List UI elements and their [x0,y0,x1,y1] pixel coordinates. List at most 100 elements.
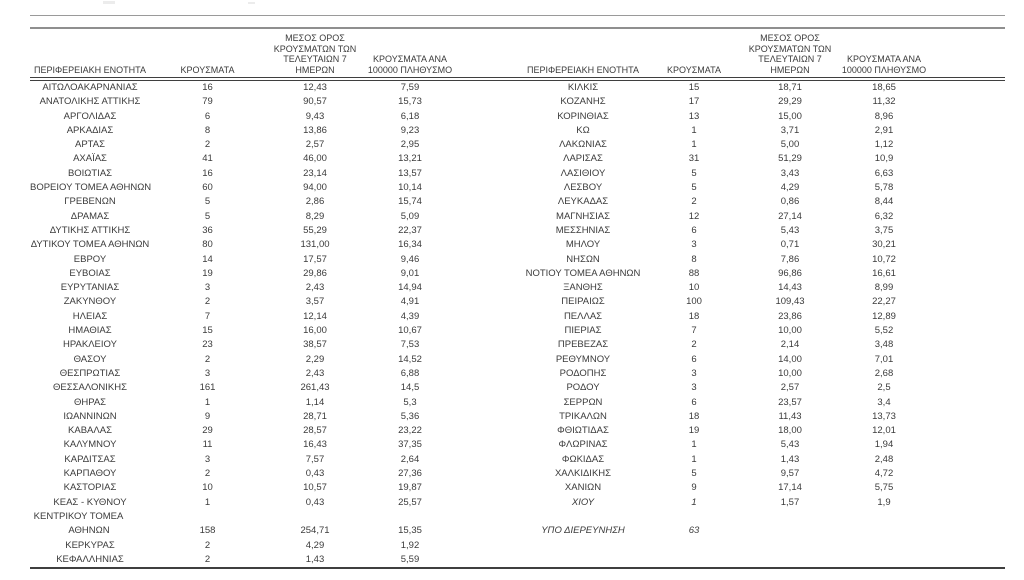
table-row: ΑΝΑΤΟΛΙΚΗΣ ΑΤΤΙΚΗΣ 79 90,57 15,73 ΚΟΖΑΝΗΣ 17 2… [30,95,1005,109]
column-gap [455,295,518,309]
region-cell: ΕΥΡΥΤΑΝΙΑΣ [60,282,120,294]
right-margin [928,167,1005,181]
region-cell: ΗΜΑΘΙΑΣ [68,325,112,337]
region-cell: ΛΑΚΩΝΙΑΣ [559,139,607,151]
cases-cell: 17 [688,96,700,108]
region-cell: ΑΝΑΤΟΛΙΚΗΣ ΑΤΤΙΚΗΣ [39,96,141,108]
cases-cell: 29 [202,425,213,437]
avg7-cell: 0,86 [780,196,800,208]
cases-cell [648,510,740,524]
table-row: ΕΥΒΟΙΑΣ 19 29,86 9,01 ΝΟΤΙΟΥ ΤΟΜΕΑ ΑΘΗΝΩΝ 88 9… [30,267,1005,281]
right-margin [928,110,1005,124]
cases-cell: 5 [691,468,697,480]
column-gap [455,124,518,138]
cases-cell: 1 [691,453,697,465]
per100k-cell: 30,21 [872,239,896,251]
avg7-cell: 17,57 [303,253,327,265]
cases-cell: 12 [688,210,700,222]
region-cell: ΔΡΑΜΑΣ [70,210,110,222]
per100k-cell: 13,57 [398,167,422,179]
region-cell: ΚΕΑΣ - ΚΥΘΝΟΥ [53,496,127,508]
top-rule-1 [30,15,1005,16]
avg7-cell: 51,29 [778,153,802,165]
table-row: ΖΑΚΥΝΘΟΥ 2 3,57 4,91 ΠΕΙΡΑΙΩΣ 100 109,43 22,27 [30,295,1005,309]
cases-cell: 3 [204,282,211,294]
region-cell: ΘΕΣΣΑΛΟΝΙΚΗΣ [53,382,127,394]
column-gap [455,453,518,467]
table-row: ΙΩΑΝΝΙΝΩΝ 9 28,71 5,36 ΤΡΙΚΑΛΩΝ 18 11,43 13,73 [30,410,1005,424]
cropped-text-artifact [103,1,115,4]
region-cell: ΝΗΣΩΝ [566,253,600,265]
column-gap [455,438,518,452]
column-gap [455,552,518,570]
per100k-cell: 2,48 [874,453,894,465]
table-row: ΘΕΣΣΑΛΟΝΙΚΗΣ 161 261,43 14,5 ΡΟΔΟΥ 3 2,57 2,5 [30,381,1005,395]
per100k-cell: 15,35 [398,525,422,537]
table-row: ΚΕΝΤΡΙΚΟΥ ΤΟΜΕΑ [30,510,1005,524]
table-row: ΒΟΙΩΤΙΑΣ 16 23,14 13,57 ΛΑΣΙΘΙΟΥ 5 3,43 6,63 [30,167,1005,181]
avg7-cell: 94,00 [303,182,327,194]
avg7-cell: 1,43 [265,552,365,570]
region-cell: ΚΕΝΤΡΙΚΟΥ ΤΟΜΕΑ [33,510,124,522]
per100k-cell [365,510,455,524]
cases-cell: 7 [691,325,697,337]
region-cell: ΕΒΡΟΥ [73,253,107,265]
avg7-cell: 38,57 [303,339,327,351]
avg7-cell: 28,71 [303,410,327,422]
region-cell: ΓΡΕΒΕΝΩΝ [64,196,116,208]
avg7-cell: 1,43 [780,453,800,465]
cases-cell: 15 [688,82,700,93]
avg7-cell: 5,43 [780,224,800,236]
right-margin [928,224,1005,238]
region-cell: ΚΟΡΙΝΘΙΑΣ [557,110,609,122]
cases-cell: 6 [204,110,211,122]
region-cell: ΦΛΩΡΙΝΑΣ [558,439,608,451]
avg7-cell: 2,86 [305,196,325,208]
avg7-cell: 9,57 [780,468,800,480]
region-cell: ΜΗΛΟΥ [565,239,601,251]
column-gap [455,253,518,267]
table-row: ΑΙΤΩΛΟΑΚΑΡΝΑΝΙΑΣ 16 12,43 7,59 ΚΙΛΚΙΣ 15 18,71… [30,79,1005,95]
cases-cell: 19 [202,267,213,279]
region-cell: ΔΥΤΙΚΟΥ ΤΟΜΕΑ ΑΘΗΝΩΝ [30,239,150,251]
per100k-cell [840,510,928,524]
table-row: ΓΡΕΒΕΝΩΝ 5 2,86 15,74 ΛΕΥΚΑΔΑΣ 2 0,86 8,44 [30,195,1005,209]
table-row: ΚΕΦΑΛΛΗΝΙΑΣ 2 1,43 5,59 [30,552,1005,570]
header-right-margin [928,33,1005,81]
cases-cell: 13 [688,110,700,122]
column-gap [455,195,518,209]
per100k-cell: 9,01 [400,267,420,279]
avg7-cell: 96,86 [778,267,802,279]
header-per100k-right: ΚΡΟΥΣΜΑΤΑ ΑΝΑ 100000 ΠΛΗΘΥΣΜΟ [840,33,928,81]
cases-cell: 10 [202,482,213,494]
per100k-cell: 27,36 [398,468,422,480]
per100k-cell: 12,01 [872,425,896,437]
column-gap [455,210,518,224]
region-cell: ΘΗΡΑΣ [73,396,107,408]
table-row: ΚΕΑΣ - ΚΥΘΝΟΥ 1 0,43 25,57 ΧΙΟΥ 1 1,57 1,9 [30,496,1005,510]
region-cell: ΝΟΤΙΟΥ ΤΟΜΕΑ ΑΘΗΝΩΝ [525,267,641,279]
region-cell: ΘΕΣΠΡΩΤΙΑΣ [59,367,121,379]
per100k-cell: 8,96 [874,110,894,122]
region-cell: ΚΑΡΔΙΤΣΑΣ [64,453,116,465]
avg7-cell: 5,43 [780,439,800,451]
cases-cell: 2 [150,552,265,570]
region-cell: ΑΙΤΩΛΟΑΚΑΡΝΑΝΙΑΣ [42,82,138,93]
per100k-cell: 13,21 [398,153,422,165]
region-cell: ΔΥΤΙΚΗΣ ΑΤΤΙΚΗΣ [49,224,131,236]
regional-cases-table: ΠΕΡΙΦΕΡΕΙΑΚΗ ΕΝΟΤΗΤΑ ΚΡΟΥΣΜΑΤΑ ΜΕΣΟΣ ΟΡΟ… [30,33,1005,570]
cases-cell: 15 [202,325,213,337]
avg7-cell: 0,71 [780,239,800,251]
per100k-cell: 9,23 [400,124,420,136]
header-row: ΠΕΡΙΦΕΡΕΙΑΚΗ ΕΝΟΤΗΤΑ ΚΡΟΥΣΜΑΤΑ ΜΕΣΟΣ ΟΡΟ… [30,33,1005,81]
per100k-cell: 1,92 [400,539,420,551]
per100k-cell: 10,14 [398,182,422,194]
region-cell: ΠΙΕΡΙΑΣ [564,325,602,337]
right-margin [928,124,1005,138]
region-cell [518,510,648,524]
avg7-cell: 3,71 [780,124,800,136]
right-margin [928,496,1005,510]
region-cell: ΗΛΕΙΑΣ [72,310,108,322]
per100k-cell: 16,34 [398,239,422,251]
